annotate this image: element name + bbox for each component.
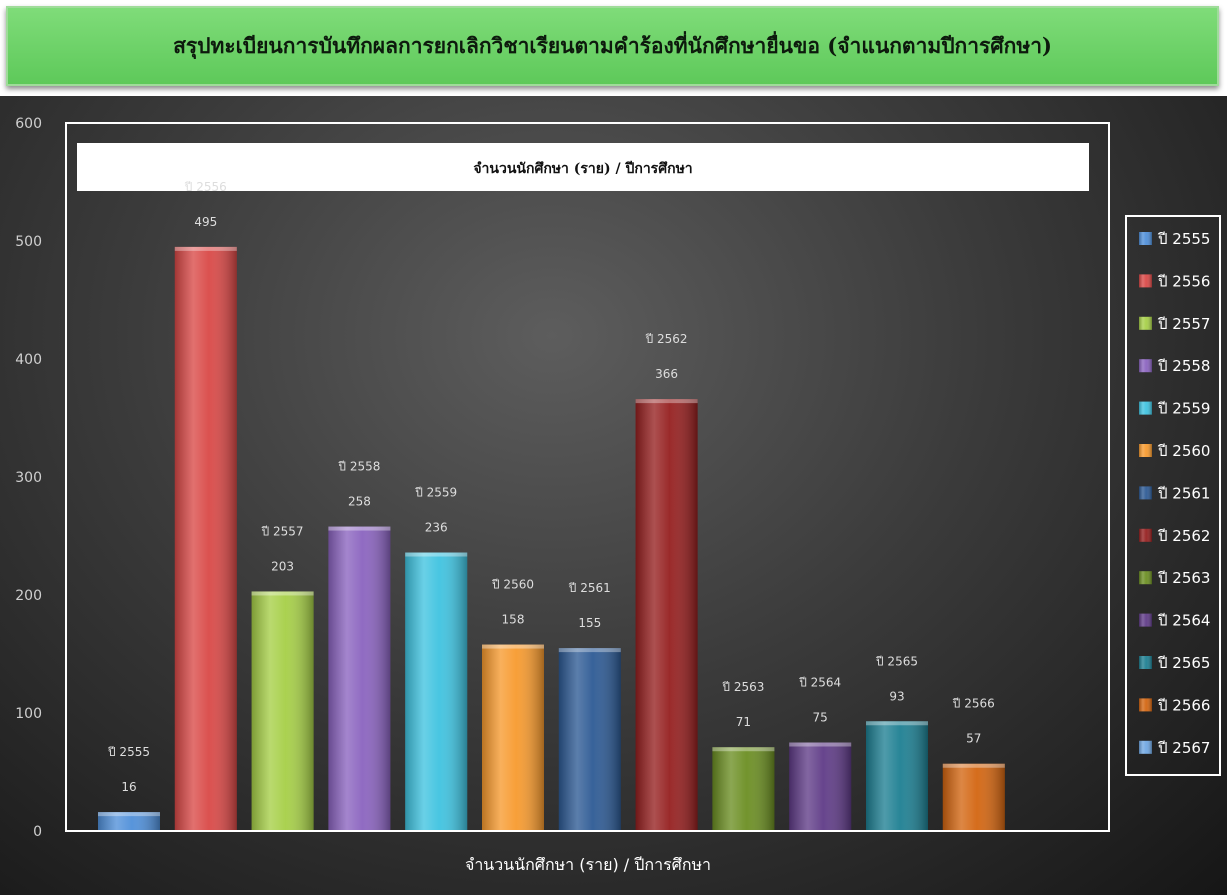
chart-title: จำนวนนักศึกษา (ราย) / ปีการศึกษา xyxy=(473,160,692,177)
bar-shading xyxy=(712,747,774,831)
bar-shading xyxy=(559,648,621,831)
legend-label: ปี 2566 xyxy=(1157,696,1210,714)
y-tick-label: 400 xyxy=(15,352,42,368)
legend-swatch-shading xyxy=(1139,486,1152,499)
bar-shading xyxy=(328,527,390,831)
y-tick-label: 500 xyxy=(15,234,42,250)
bar-category-label: ปี 2558 xyxy=(338,460,381,474)
bar-category-label: ปี 2561 xyxy=(568,581,611,595)
bar-category-label: ปี 2565 xyxy=(875,654,918,668)
bar-category-label: ปี 2555 xyxy=(107,745,150,759)
bar-category-label: ปี 2560 xyxy=(491,578,534,592)
legend-label: ปี 2562 xyxy=(1157,527,1210,545)
bar-value-label: 258 xyxy=(348,495,371,509)
legend-swatch-shading xyxy=(1139,274,1152,287)
bar-category-label: ปี 2559 xyxy=(415,486,458,500)
bar-top-highlight xyxy=(405,553,467,557)
y-tick-label: 600 xyxy=(15,116,42,132)
legend-label: ปี 2560 xyxy=(1157,442,1210,460)
bar-top-highlight xyxy=(175,247,237,251)
bar-value-label: 93 xyxy=(889,689,904,703)
bar-top-highlight xyxy=(712,747,774,751)
bar-top-highlight xyxy=(252,591,314,595)
bar-value-label: 158 xyxy=(502,613,525,627)
legend-label: ปี 2559 xyxy=(1157,400,1210,418)
bar-top-highlight xyxy=(482,645,544,649)
bar-shading xyxy=(789,743,851,832)
bar-category-label: ปี 2562 xyxy=(645,332,688,346)
bar-top-highlight xyxy=(943,764,1005,768)
bar-value-label: 236 xyxy=(425,521,448,535)
legend-label: ปี 2557 xyxy=(1157,315,1210,333)
legend-swatch-shading xyxy=(1139,614,1152,627)
bar-shading xyxy=(252,591,314,831)
bar-shading xyxy=(866,721,928,831)
legend-swatch-shading xyxy=(1139,529,1152,542)
bar-category-label: ปี 2566 xyxy=(952,697,995,711)
bar-value-label: 495 xyxy=(194,215,217,229)
legend-label: ปี 2555 xyxy=(1157,230,1210,248)
legend-label: ปี 2558 xyxy=(1157,357,1210,375)
bar-category-label: ปี 2563 xyxy=(722,680,765,694)
legend-swatch-shading xyxy=(1139,232,1152,245)
bar-shading xyxy=(175,247,237,831)
bar-value-label: 366 xyxy=(655,367,678,381)
legend-swatch-shading xyxy=(1139,317,1152,330)
y-tick-label: 300 xyxy=(15,470,42,486)
bar-top-highlight xyxy=(98,812,160,816)
bar-category-label: ปี 2564 xyxy=(799,676,842,690)
y-tick-label: 200 xyxy=(15,588,42,604)
legend-label: ปี 2561 xyxy=(1157,484,1210,502)
bar-shading xyxy=(405,553,467,831)
legend-swatch-shading xyxy=(1139,741,1152,754)
legend-swatch-shading xyxy=(1139,444,1152,457)
legend-swatch-shading xyxy=(1139,402,1152,415)
legend-label: ปี 2563 xyxy=(1157,569,1210,587)
legend-swatch-shading xyxy=(1139,698,1152,711)
legend-label: ปี 2565 xyxy=(1157,654,1210,672)
bar-value-label: 155 xyxy=(578,616,601,630)
bar-shading xyxy=(943,764,1005,831)
bar-shading xyxy=(482,645,544,831)
bar-top-highlight xyxy=(866,721,928,725)
y-tick-label: 0 xyxy=(33,824,42,840)
bar-top-highlight xyxy=(328,527,390,531)
legend-swatch-shading xyxy=(1139,656,1152,669)
bar-top-highlight xyxy=(559,648,621,652)
bar-value-label: 71 xyxy=(736,715,751,729)
bar-value-label: 203 xyxy=(271,559,294,573)
legend-swatch-shading xyxy=(1139,571,1152,584)
legend-label: ปี 2556 xyxy=(1157,272,1210,290)
bar-category-label: ปี 2557 xyxy=(261,524,304,538)
y-tick-label: 100 xyxy=(15,706,42,722)
bar-top-highlight xyxy=(789,743,851,747)
x-axis-title: จำนวนนักศึกษา (ราย) / ปีการศึกษา xyxy=(465,855,711,874)
bar-shading xyxy=(636,399,698,831)
bar-value-label: 75 xyxy=(813,711,828,725)
bar-category-label: ปี 2556 xyxy=(184,180,227,194)
legend-swatch-shading xyxy=(1139,359,1152,372)
legend-label: ปี 2567 xyxy=(1157,739,1210,757)
bar-value-label: 16 xyxy=(121,780,136,794)
bar-top-highlight xyxy=(636,399,698,403)
legend-label: ปี 2564 xyxy=(1157,612,1210,630)
bar-value-label: 57 xyxy=(966,732,981,746)
